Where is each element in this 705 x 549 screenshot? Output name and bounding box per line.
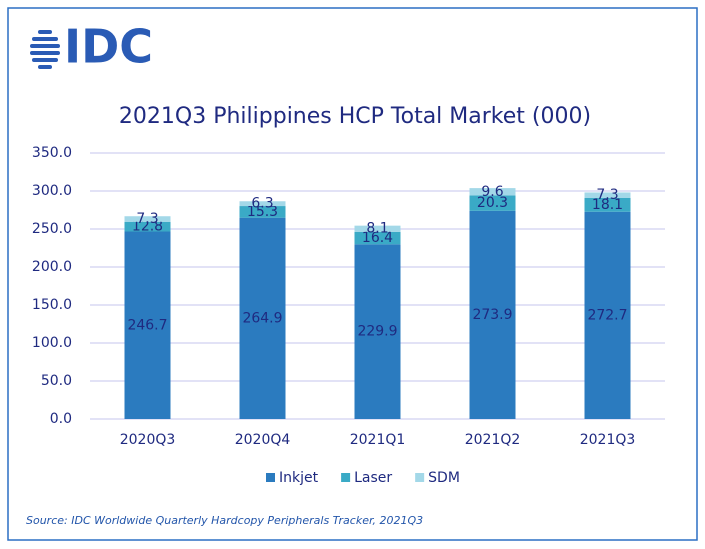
bar-segment [124,221,171,232]
y-tick-label: 150.0 [32,297,72,313]
value-label: 272.7 [587,307,627,323]
value-label: 20.3 [477,195,508,211]
bar-segment [584,192,631,198]
value-label: 264.9 [242,310,282,326]
legend-label: Laser [354,470,392,486]
bar-segment [239,201,286,207]
legend-label: Inkjet [279,470,319,486]
bar-segment [584,211,631,419]
logo-globe [30,30,60,69]
value-label: 6.3 [251,196,273,212]
bar-segment [239,206,286,218]
value-label: 273.9 [472,307,512,323]
chart-title: 2021Q3 Philippines HCP Total Market (000… [119,104,591,129]
bar-segment [469,188,516,196]
x-tick-label: 2020Q3 [120,432,176,448]
value-label: 9.6 [481,184,503,200]
bar-segment [584,197,631,212]
x-tick-label: 2020Q4 [235,432,291,448]
logo-text: IDC [64,20,153,74]
y-tick-label: 50.0 [41,373,72,389]
value-label: 16.4 [362,230,393,246]
value-label: 7.3 [596,187,618,203]
y-tick-label: 300.0 [32,183,72,199]
value-label: 18.1 [592,197,623,213]
x-tick-label: 2021Q1 [350,432,406,448]
value-label: 246.7 [127,317,167,333]
y-tick-label: 350.0 [32,145,72,161]
bar-segment [469,210,516,419]
bar-segment [124,231,171,419]
bar-segment [354,231,401,245]
y-tick-label: 0.0 [50,411,72,427]
y-tick-label: 200.0 [32,259,72,275]
legend-label: SDM [428,470,460,486]
y-tick-label: 250.0 [32,221,72,237]
value-label: 229.9 [357,324,397,340]
frame [7,7,698,541]
value-label: 12.8 [132,219,163,235]
y-tick-label: 100.0 [32,335,72,351]
x-tick-label: 2021Q2 [465,432,521,448]
bar-segment [354,244,401,419]
legend-swatch [266,473,275,482]
bar-segment [124,216,171,222]
bar-segment [239,217,286,419]
value-label: 8.1 [366,221,388,237]
source-note: Source: IDC Worldwide Quarterly Hardcopy… [26,514,423,527]
value-label: 15.3 [247,204,278,220]
x-tick-label: 2021Q3 [580,432,636,448]
bar-segment [354,225,401,232]
value-label: 7.3 [136,211,158,227]
legend-swatch [341,473,351,482]
bar-segment [469,195,516,211]
legend-swatch [415,473,425,482]
